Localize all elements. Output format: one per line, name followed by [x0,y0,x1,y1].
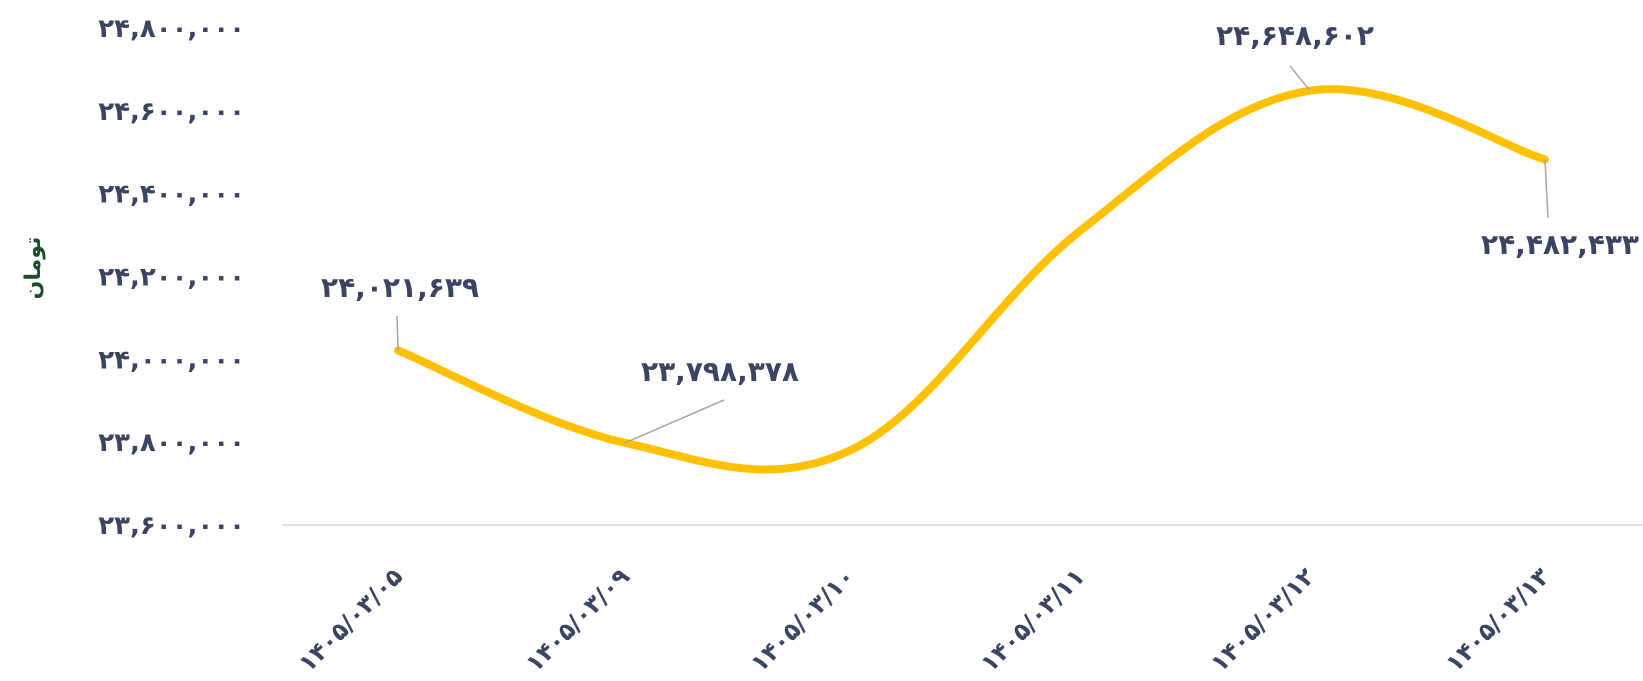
leader-line [1289,65,1311,92]
series-line [394,85,1549,474]
leader-line [1544,159,1549,219]
data-labels: ۲۴,۰۲۱,۶۳۹ ۲۳,۷۹۸,۳۷۸ ۲۴,۶۴۸,۶۰۲ ۲۴,۴۸۲,۴۳۳ [321,19,1639,388]
y-axis-label: تومان [21,237,46,300]
x-axis-ticks: ۱۴۰۵/۰۳/۰۵ ۱۴۰۵/۰۳/۰۹ ۱۴۰۵/۰۳/۱۰ ۱۴۰۵/۰۳/۱۱… [293,562,1555,677]
data-label: ۲۳,۷۹۸,۳۷۸ [641,355,799,388]
data-label: ۲۴,۶۴۸,۶۰۲ [1216,19,1374,52]
y-tick-label: ۲۴,۴۰۰,۰۰۰ [98,180,245,210]
y-tick-label: ۲۳,۸۰۰,۰۰۰ [98,428,245,458]
x-tick-label: ۱۴۰۵/۰۳/۱۰ [745,562,860,677]
y-tick-label: ۲۴,۲۰۰,۰۰۰ [98,263,245,293]
y-tick-label: ۲۳,۶۰۰,۰۰۰ [98,511,245,541]
data-label-leaders [396,65,1549,444]
data-label: ۲۴,۴۸۲,۴۳۳ [1481,228,1639,261]
leader-line [624,399,725,444]
x-tick-label: ۱۴۰۵/۰۳/۱۱ [975,562,1090,677]
x-tick-label: ۱۴۰۵/۰۳/۰۹ [520,562,635,677]
y-tick-label: ۲۴,۰۰۰,۰۰۰ [98,345,245,375]
x-tick-label: ۱۴۰۵/۰۳/۰۵ [293,562,408,677]
x-tick-label: ۱۴۰۵/۰۳/۱۳ [1440,562,1555,677]
x-tick-label: ۱۴۰۵/۰۳/۱۲ [1205,562,1320,677]
y-tick-label: ۲۴,۸۰۰,۰۰۰ [98,14,245,44]
y-axis-ticks: ۲۳,۶۰۰,۰۰۰ ۲۳,۸۰۰,۰۰۰ ۲۴,۰۰۰,۰۰۰ ۲۴,۲۰۰,۰۰۰… [98,14,245,541]
y-tick-label: ۲۴,۶۰۰,۰۰۰ [98,97,245,127]
data-label: ۲۴,۰۲۱,۶۳۹ [321,271,479,304]
leader-line [396,315,399,351]
